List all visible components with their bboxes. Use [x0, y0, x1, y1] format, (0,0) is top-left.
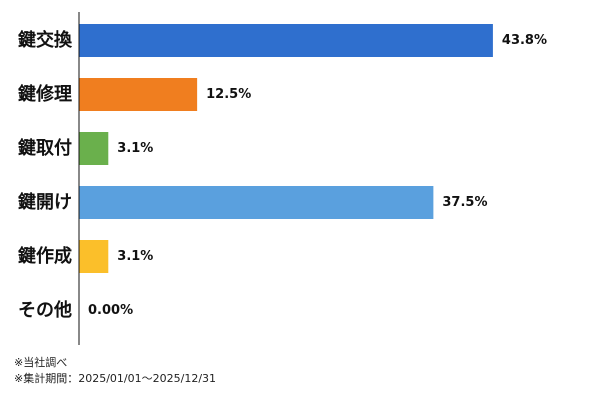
value-label-3: 37.5%: [442, 195, 487, 210]
footnotes: ※当社調べ ※集計期間：2025/01/01～2025/12/31: [14, 355, 216, 387]
category-label-2: 鍵取付: [18, 137, 72, 159]
value-label-4: 3.1%: [117, 249, 153, 264]
footnote-period: ※集計期間：2025/01/01～2025/12/31: [14, 372, 217, 385]
footnote-source: ※当社調べ: [14, 356, 68, 369]
category-label-0: 鍵交換: [18, 29, 73, 51]
value-label-1: 12.5%: [206, 87, 251, 102]
bar-1: [79, 78, 198, 111]
category-label-5: その他: [18, 299, 72, 321]
bar-3: [79, 186, 434, 219]
category-label-1: 鍵修理: [18, 83, 72, 105]
category-label-4: 鍵作成: [18, 245, 72, 267]
value-label-0: 43.8%: [502, 33, 547, 48]
value-label-2: 3.1%: [117, 141, 153, 156]
bar-2: [79, 132, 109, 165]
category-label-3: 鍵開け: [18, 191, 72, 213]
bar-0: [79, 24, 493, 57]
bar-4: [79, 240, 109, 273]
value-label-5: 0.00%: [88, 303, 133, 318]
